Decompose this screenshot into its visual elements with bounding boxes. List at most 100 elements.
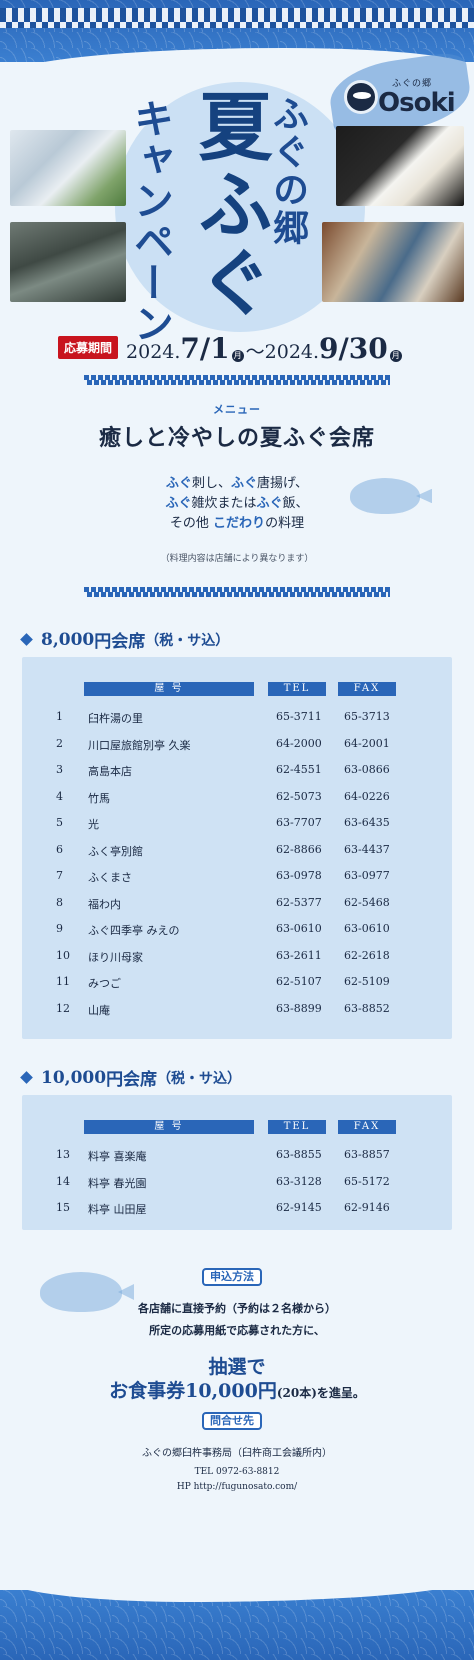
section-10000-head: 10,000 円会席 （税・サ込）: [20, 1065, 241, 1090]
cell-name: ふく亭別館: [88, 844, 143, 858]
cell-fax: 63-8852: [344, 1001, 390, 1015]
cell-name: 料亭 山田屋: [88, 1203, 147, 1216]
cell-fax: 62-9146: [344, 1201, 390, 1214]
cell-fax: 65-5172: [344, 1174, 390, 1188]
cell-no: 12: [56, 1001, 70, 1015]
cell-name: 竹馬: [88, 791, 110, 805]
cell-fax: 64-0226: [344, 789, 390, 803]
cell-tel: 62-4551: [276, 763, 322, 776]
table-row: 5 光 63-7707 63-6435: [22, 810, 452, 836]
logo-name: ふぐの郷: [392, 79, 433, 89]
cell-name: 料亭 春光園: [88, 1176, 147, 1190]
diamond-icon: [20, 1071, 33, 1084]
menu-note: （料理内容は店舗により異なります）: [160, 554, 314, 564]
cell-tel: 62-5107: [276, 975, 322, 988]
cell-no: 9: [56, 922, 63, 935]
fugu-silhouette-icon: [350, 478, 420, 514]
menu-label: メニュー: [213, 403, 261, 416]
table-row: 11 みつご 62-5107 62-5109: [22, 969, 452, 995]
section-8000-unit: 円会席: [94, 632, 146, 652]
table-row: 12 山庵 63-8899 63-8852: [22, 996, 452, 1022]
apply-label: 申込方法: [202, 1268, 262, 1286]
cell-name: 臼杵湯の里: [88, 712, 143, 725]
cell-name: 料亭 喜楽庵: [88, 1150, 147, 1163]
end-year: 2024.: [264, 341, 320, 363]
section-8000-head: 8,000 円会席 （税・サ込）: [20, 627, 230, 652]
cell-no: 11: [56, 975, 70, 988]
cell-no: 3: [56, 763, 63, 776]
section-8000-price: 8,000: [41, 629, 95, 650]
apply-line-2: 所定の応募用紙で応募された方に、: [149, 1324, 325, 1337]
cell-no: 1: [56, 710, 63, 723]
table-10000: 屋 号 TEL FAX 13 料亭 喜楽庵 63-8855 63-8857 14 料亭 春…: [22, 1095, 452, 1230]
col-head-name: 屋 号: [84, 1120, 254, 1134]
table-row: 8 福わ内 62-5377 62-5468: [22, 890, 452, 916]
menu-lines: ふぐ刺し、ふぐ唐揚げ、 ふぐ雑炊またはふぐ飯、 その他 こだわりの料理: [0, 474, 474, 534]
fugu-logo-icon: [344, 80, 378, 114]
cell-fax: 63-0977: [344, 869, 390, 882]
cell-tel: 62-5073: [276, 789, 322, 803]
section-8000-tax: （税・サ込）: [145, 632, 230, 649]
logo: ふぐの郷 Osoki: [340, 74, 470, 124]
cell-no: 6: [56, 842, 63, 856]
divider-bottom: [84, 587, 390, 597]
contact-hp[interactable]: HP http://fugunosato.com/: [176, 1482, 298, 1492]
cell-tel: 63-3128: [276, 1174, 322, 1188]
cell-fax: 62-2618: [344, 948, 390, 962]
start-date: 7/1: [180, 332, 230, 365]
col-head-fax: FAX: [338, 682, 396, 696]
title-campaign: キャンペーン: [127, 98, 174, 344]
cell-no: 4: [56, 789, 63, 803]
cell-fax: 62-5468: [344, 895, 390, 909]
cell-tel: 64-2000: [276, 736, 322, 750]
diamond-icon: [20, 633, 33, 646]
table-row: 1 臼杵湯の里 65-3711 65-3713: [22, 704, 452, 730]
cell-name: みつご: [88, 977, 121, 990]
contact-org: ふぐの郷臼杵事務局（臼杵商工会議所内）: [142, 1448, 332, 1459]
table-row: 13 料亭 喜楽庵 63-8855 63-8857: [22, 1142, 452, 1168]
cell-name: 高島本店: [88, 765, 132, 778]
title-big: 夏ふぐ: [186, 88, 272, 322]
table-row: 10 ほり川母家 63-2611 62-2618: [22, 943, 452, 969]
table-row: 15 料亭 山田屋 62-9145 62-9146: [22, 1195, 452, 1221]
start-year: 2024.: [126, 341, 181, 363]
photo-live-fugu: [10, 222, 126, 302]
col-head-tel: TEL: [268, 1120, 326, 1134]
menu-line-3: その他 こだわりの料理: [169, 516, 305, 531]
menu-line-1: ふぐ刺し、ふぐ唐揚げ、: [165, 476, 309, 491]
table-row: 4 竹馬 62-5073 64-0226: [22, 784, 452, 810]
divider-top: [84, 375, 390, 385]
cell-tel: 62-9145: [276, 1201, 322, 1214]
table-row: 6 ふく亭別館 62-8866 63-4437: [22, 837, 452, 863]
cell-no: 5: [56, 816, 63, 829]
cell-tel: 63-8899: [276, 1001, 322, 1015]
cell-name: 山庵: [88, 1003, 110, 1017]
fugu-silhouette-icon: [40, 1272, 122, 1312]
col-head-fax: FAX: [338, 1120, 396, 1134]
end-day: 月: [389, 350, 402, 362]
title-small: ふぐの郷: [267, 95, 309, 247]
cell-no: 15: [56, 1201, 70, 1214]
table-row: 7 ふくまさ 63-0978 63-0977: [22, 863, 452, 889]
apply-line-1: 各店舗に直接予約（予約は２名様から）: [138, 1302, 336, 1315]
period-row: 応募期間 2024. 7/1 月 〜 2024. 9/30 月: [58, 332, 458, 365]
cell-name: 光: [88, 818, 99, 831]
contact-tel: TEL 0972-63-8812: [194, 1467, 280, 1477]
cell-name: ふぐ四季亭 みえの: [88, 924, 180, 937]
lottery-text: 抽選で: [208, 1356, 266, 1378]
cell-fax: 65-3713: [344, 710, 390, 723]
prize-text: お食事券10,000円(20本)を進呈。: [109, 1380, 365, 1402]
cell-no: 13: [56, 1148, 70, 1161]
cell-tel: 63-2611: [276, 948, 322, 962]
section-10000-price: 10,000: [41, 1067, 107, 1088]
period-dates: 2024. 7/1 月 〜 2024. 9/30 月: [126, 332, 404, 365]
cell-tel: 63-8855: [276, 1148, 322, 1161]
bottom-banner: [0, 1590, 474, 1660]
cell-tel: 63-0610: [276, 922, 322, 935]
table-8000: 屋 号 TEL FAX 1 臼杵湯の里 65-3711 65-3713 2 川口屋旅館別亭…: [22, 657, 452, 1039]
contact-label: 問合せ先: [202, 1412, 262, 1430]
logo-word: Osoki: [378, 88, 456, 118]
col-head-name: 屋 号: [84, 682, 254, 696]
cell-no: 14: [56, 1174, 70, 1188]
